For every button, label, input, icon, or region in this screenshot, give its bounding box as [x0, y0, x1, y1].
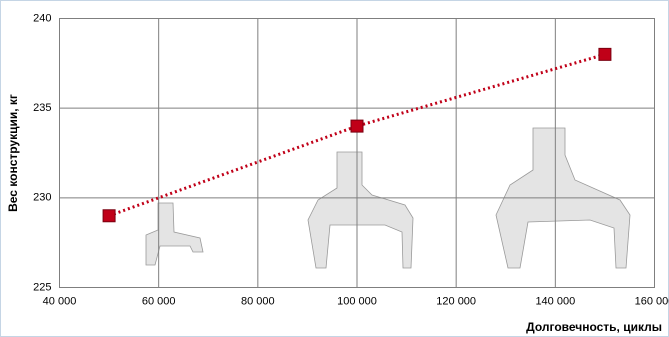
x-tick-label: 100 000: [337, 295, 377, 307]
data-point: [103, 210, 115, 222]
chart: Вес конструкции, кг Долговечность, циклы…: [0, 0, 669, 337]
page: {"chart_data": {"type": "line", "x_label…: [0, 0, 669, 337]
data-point: [351, 120, 363, 132]
x-tick-label: 60 000: [142, 295, 176, 307]
y-tick-label: 240: [33, 12, 51, 24]
y-tick-label: 225: [33, 281, 51, 293]
x-axis-title: Долговечность, циклы: [526, 320, 662, 334]
x-tick-label: 40 000: [43, 295, 77, 307]
y-tick-label: 235: [33, 102, 51, 114]
y-tick-label: 230: [33, 192, 51, 204]
x-tick-label: 120 000: [436, 295, 476, 307]
x-tick-label: 160 000: [635, 295, 669, 307]
y-axis-title: Вес конструкции, кг: [6, 94, 20, 212]
data-point: [599, 48, 611, 60]
x-tick-label: 140 000: [535, 295, 575, 307]
x-tick-label: 80 000: [241, 295, 275, 307]
